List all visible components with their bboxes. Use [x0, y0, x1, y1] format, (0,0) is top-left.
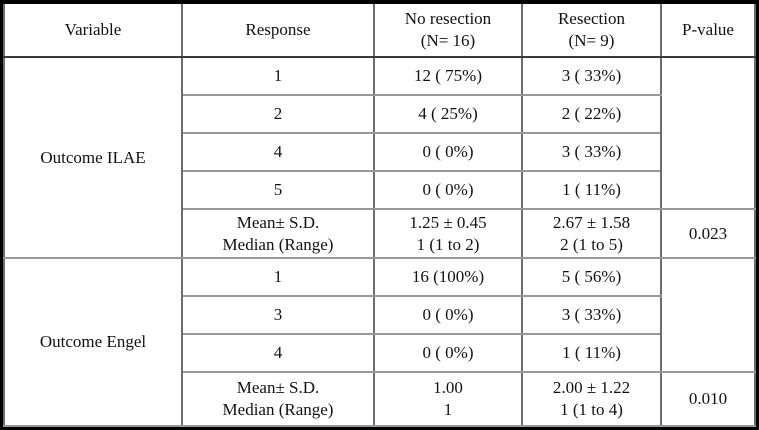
- resection-cell: 3 ( 33%): [521, 132, 662, 172]
- resection-cell: 2 ( 22%): [521, 94, 662, 134]
- header-response: Response: [181, 4, 375, 58]
- p-value-cell: 0.023: [660, 208, 756, 259]
- resection-cell: 2.67 ± 1.58 2 (1 to 5): [521, 208, 662, 259]
- header-row: Variable Response No resection (N= 16) R…: [3, 4, 756, 58]
- no-resection-cell: 0 ( 0%): [373, 170, 523, 210]
- response-cell: Mean± S.D. Median (Range): [181, 208, 375, 259]
- header-variable: Variable: [3, 4, 183, 58]
- table-row: 4 0 ( 0%) 3 ( 33%): [4, 132, 755, 172]
- no-resection-cell: 1.00 1: [373, 371, 523, 427]
- resection-cell: 3 ( 33%): [521, 295, 662, 335]
- response-cell: 2: [181, 94, 375, 134]
- table-row-mean: Mean± S.D. Median (Range) 1.25 ± 0.45 1 …: [4, 208, 756, 259]
- response-cell: 5: [181, 170, 375, 210]
- no-resection-cell: 0 ( 0%): [373, 333, 523, 373]
- table-row: 4 0 ( 0%) 1 ( 11%): [4, 333, 755, 373]
- variable-cell-engel: Outcome Engel: [3, 257, 183, 427]
- response-cell: Mean± S.D. Median (Range): [181, 371, 375, 427]
- table-row: 3 0 ( 0%) 3 ( 33%): [4, 295, 755, 335]
- table-row-mean: Mean± S.D. Median (Range) 1.00 1 2.00 ± …: [4, 371, 756, 427]
- p-value-cell: 0.010: [660, 371, 756, 427]
- section-outcome-ilae: Outcome ILAE 1 12 ( 75%) 3 ( 33%) 2 4 ( …: [3, 56, 756, 259]
- section-outcome-engel: Outcome Engel 1 16 (100%) 5 ( 56%) 3 0 (…: [3, 257, 756, 427]
- header-no-resection: No resection (N= 16): [373, 4, 523, 58]
- response-cell: 4: [181, 333, 375, 373]
- resection-cell: 5 ( 56%): [521, 257, 662, 297]
- table-row: 2 4 ( 25%) 2 ( 22%): [4, 94, 755, 134]
- resection-cell: 2.00 ± 1.22 1 (1 to 4): [521, 371, 662, 427]
- table-header: Variable Response No resection (N= 16) R…: [3, 4, 756, 58]
- response-cell: 4: [181, 132, 375, 172]
- no-resection-cell: 4 ( 25%): [373, 94, 523, 134]
- variable-cell-ilae: Outcome ILAE: [3, 56, 183, 259]
- resection-cell: 1 ( 11%): [521, 170, 662, 210]
- table-row: Outcome ILAE 1 12 ( 75%) 3 ( 33%): [3, 56, 756, 259]
- no-resection-cell: 16 (100%): [373, 257, 523, 297]
- outcomes-table: Variable Response No resection (N= 16) R…: [3, 4, 756, 427]
- table-row: Outcome Engel 1 16 (100%) 5 ( 56%): [3, 257, 756, 427]
- table-row: 5 0 ( 0%) 1 ( 11%): [4, 170, 755, 210]
- response-cell: 3: [181, 295, 375, 335]
- no-resection-cell: 12 ( 75%): [373, 56, 523, 96]
- header-resection: Resection (N= 9): [521, 4, 662, 58]
- p-value-empty-cell: [660, 257, 756, 373]
- no-resection-cell: 1.25 ± 0.45 1 (1 to 2): [373, 208, 523, 259]
- p-value-empty-cell: [660, 56, 756, 210]
- no-resection-cell: 0 ( 0%): [373, 295, 523, 335]
- resection-cell: 3 ( 33%): [521, 56, 662, 96]
- response-cell: 1: [181, 257, 375, 297]
- response-cell: 1: [181, 56, 375, 96]
- no-resection-cell: 0 ( 0%): [373, 132, 523, 172]
- header-p-value: P-value: [660, 4, 756, 58]
- resection-cell: 1 ( 11%): [521, 333, 662, 373]
